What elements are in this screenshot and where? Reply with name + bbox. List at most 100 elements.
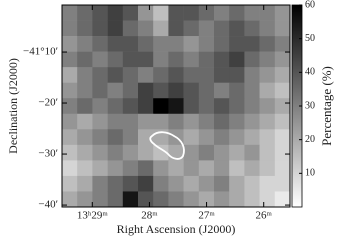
cell (244, 51, 260, 68)
cell (244, 113, 260, 130)
cell (62, 191, 78, 208)
cell (183, 67, 200, 83)
cell (274, 51, 291, 68)
cell (122, 144, 139, 161)
cell (183, 36, 200, 52)
cell (153, 51, 169, 68)
y-tick-label: −30′ (38, 148, 58, 160)
cell (77, 191, 93, 208)
cell (198, 113, 215, 130)
contour (149, 131, 185, 160)
cell (153, 20, 169, 37)
cell (229, 144, 245, 161)
cell (183, 98, 200, 115)
cell (138, 67, 154, 83)
cell (259, 129, 276, 146)
x-tick-label: 28ᵐ (141, 210, 158, 222)
cell (259, 67, 276, 83)
cell (107, 160, 124, 177)
cell (77, 113, 93, 130)
cell (107, 67, 124, 83)
colorbar-tick-label: 20 (305, 134, 315, 145)
cell (107, 191, 124, 208)
cell (244, 175, 260, 192)
cell (198, 20, 215, 37)
cell (244, 98, 260, 115)
cell (274, 144, 291, 161)
cell (244, 129, 260, 146)
cell (168, 113, 184, 130)
y-axis-label: Declination (J2000) (6, 58, 20, 154)
cell (168, 191, 184, 208)
cell (92, 36, 108, 52)
cell (244, 144, 260, 161)
heatmap (62, 5, 291, 208)
cell (92, 113, 108, 130)
cell (62, 5, 78, 21)
cell (214, 175, 230, 192)
cell (168, 51, 184, 68)
cell (122, 175, 139, 192)
cell (259, 113, 276, 130)
x-tick-label: 26ᵐ (256, 210, 273, 222)
cell (138, 160, 154, 177)
cell (274, 36, 291, 52)
cell (107, 175, 124, 192)
cell (138, 51, 154, 68)
cell (259, 36, 276, 52)
cell (138, 82, 154, 99)
plot-frame (61, 4, 291, 208)
cell (229, 113, 245, 130)
cell (77, 98, 93, 115)
cell (62, 20, 78, 37)
cell (122, 160, 139, 177)
cell (92, 129, 108, 146)
cell (107, 144, 124, 161)
cell (122, 113, 139, 130)
cell (274, 175, 291, 192)
cell (77, 51, 93, 68)
cell (214, 5, 230, 21)
cell (229, 20, 245, 37)
cell (168, 82, 184, 99)
cell (183, 51, 200, 68)
cell (244, 82, 260, 99)
cell (92, 67, 108, 83)
cell (138, 191, 154, 208)
cell (153, 144, 169, 161)
cell (92, 175, 108, 192)
cell (122, 82, 139, 99)
cell (259, 82, 276, 99)
cell (107, 20, 124, 37)
cell (183, 144, 200, 161)
cell (198, 51, 215, 68)
cell (122, 51, 139, 68)
cell (274, 5, 291, 21)
x-tick-label: 13ʰ29ᵐ (77, 210, 109, 222)
cell (168, 36, 184, 52)
cell (183, 113, 200, 130)
cell (77, 82, 93, 99)
cell (229, 129, 245, 146)
cell (259, 98, 276, 115)
cell (183, 129, 200, 146)
cell (198, 175, 215, 192)
cell (274, 82, 291, 99)
cell (214, 160, 230, 177)
cell (62, 129, 78, 146)
cell (198, 82, 215, 99)
cell (153, 191, 169, 208)
cell (138, 36, 154, 52)
cell (229, 67, 245, 83)
cell (62, 98, 78, 115)
cell (62, 82, 78, 99)
cell (274, 191, 291, 208)
cell (153, 160, 169, 177)
cell (198, 36, 215, 52)
cell (214, 113, 230, 130)
cell (107, 82, 124, 99)
cell (107, 51, 124, 68)
cell (214, 82, 230, 99)
cell (274, 113, 291, 130)
